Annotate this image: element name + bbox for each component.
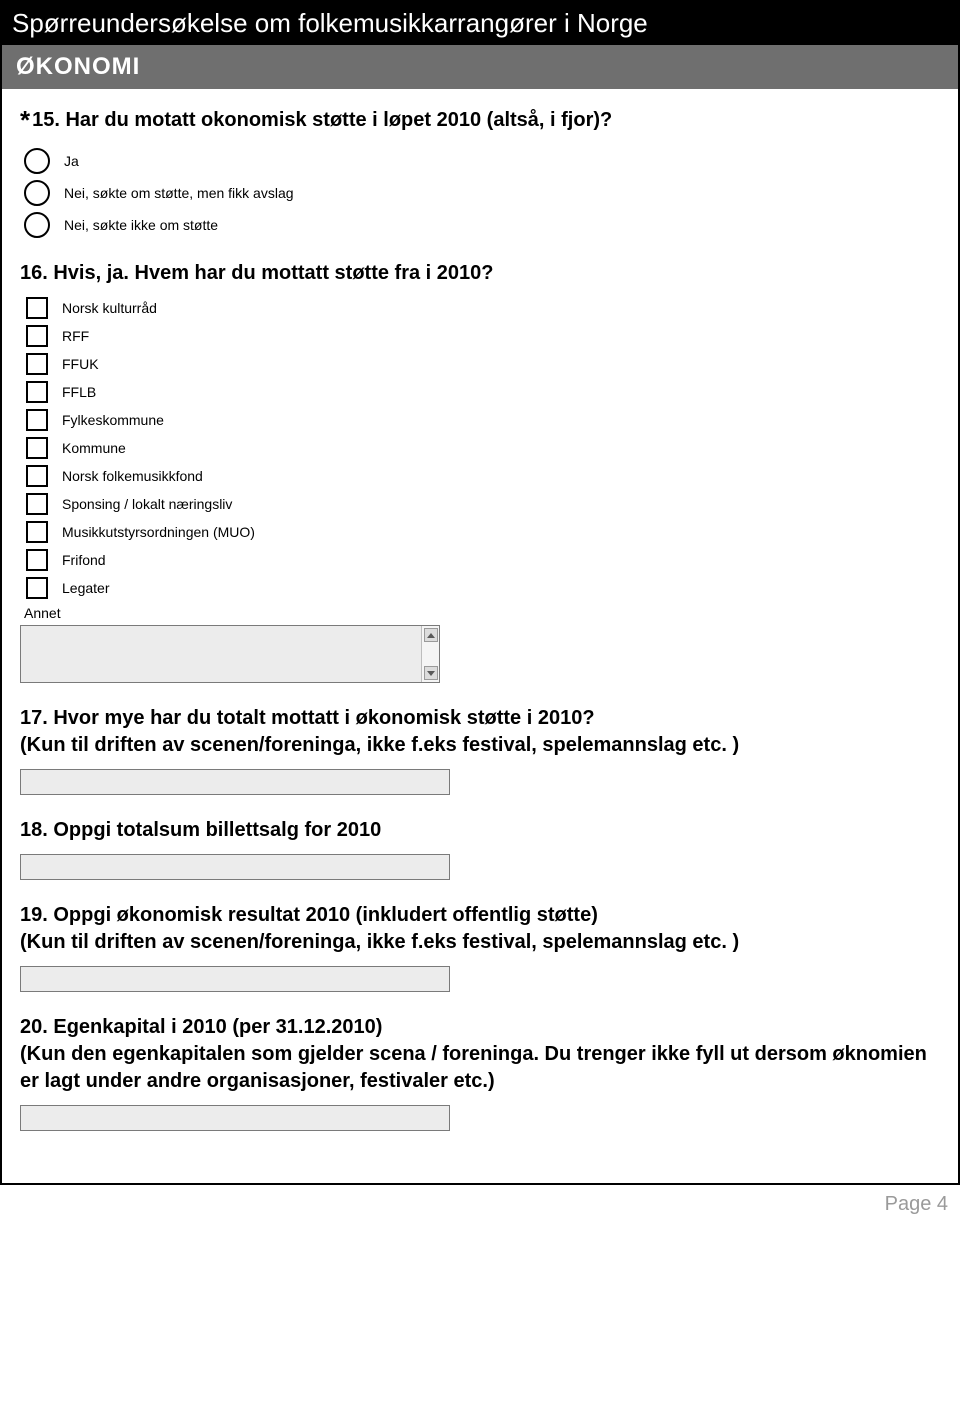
checkbox-label: RFF <box>62 328 89 344</box>
checkbox-label: FFUK <box>62 356 99 372</box>
question-17-line1: 17. Hvor mye har du totalt mottatt i øko… <box>20 707 595 729</box>
checkbox-option[interactable]: RFF <box>26 325 940 347</box>
checkbox-option[interactable]: Norsk kulturråd <box>26 297 940 319</box>
checkbox-label: Kommune <box>62 440 126 456</box>
textarea-body[interactable] <box>21 626 421 682</box>
checkbox-label: Fylkeskommune <box>62 412 164 428</box>
question-19: 19. Oppgi økonomisk resultat 2010 (inklu… <box>20 902 940 992</box>
page-number: Page 4 <box>0 1185 960 1216</box>
survey-page: Spørreundersøkelse om folkemusikkarrangø… <box>0 0 960 1185</box>
question-17-title: 17. Hvor mye har du totalt mottatt i øko… <box>20 705 940 759</box>
scroll-up-button[interactable] <box>424 628 438 642</box>
scroll-down-button[interactable] <box>424 666 438 680</box>
chevron-down-icon <box>427 671 435 676</box>
checkbox-option[interactable]: FFUK <box>26 353 940 375</box>
checkbox-icon <box>26 297 48 319</box>
checkbox-icon <box>26 353 48 375</box>
question-19-line2: (Kun til driften av scenen/foreninga, ik… <box>20 931 739 953</box>
radio-icon <box>24 212 50 238</box>
checkbox-option[interactable]: Legater <box>26 577 940 599</box>
question-20: 20. Egenkapital i 2010 (per 31.12.2010) … <box>20 1014 940 1131</box>
checkbox-option[interactable]: Sponsing / lokalt næringsliv <box>26 493 940 515</box>
radio-icon <box>24 180 50 206</box>
survey-title: Spørreundersøkelse om folkemusikkarrangø… <box>2 2 958 45</box>
checkbox-label: Sponsing / lokalt næringsliv <box>62 496 232 512</box>
question-17-line2: (Kun til driften av scenen/foreninga, ik… <box>20 734 739 756</box>
question-20-line1: 20. Egenkapital i 2010 (per 31.12.2010) <box>20 1016 382 1038</box>
radio-option[interactable]: Nei, søkte om støtte, men fikk avslag <box>24 180 940 206</box>
question-19-title: 19. Oppgi økonomisk resultat 2010 (inklu… <box>20 902 940 956</box>
checkbox-option[interactable]: FFLB <box>26 381 940 403</box>
checkbox-label: Legater <box>62 580 109 596</box>
form-body: *15. Har du motatt okonomisk støtte i lø… <box>2 89 958 1183</box>
checkbox-option[interactable]: Kommune <box>26 437 940 459</box>
radio-option[interactable]: Nei, søkte ikke om støtte <box>24 212 940 238</box>
checkbox-label: Musikkutstyrsordningen (MUO) <box>62 524 255 540</box>
checkbox-icon <box>26 409 48 431</box>
question-15-title: *15. Har du motatt okonomisk støtte i lø… <box>20 103 940 138</box>
checkbox-label: Frifond <box>62 552 106 568</box>
checkbox-option[interactable]: Musikkutstyrsordningen (MUO) <box>26 521 940 543</box>
question-16: 16. Hvis, ja. Hvem har du mottatt støtte… <box>20 260 940 683</box>
radio-label: Nei, søkte om støtte, men fikk avslag <box>64 185 294 201</box>
checkbox-option[interactable]: Frifond <box>26 549 940 571</box>
required-star-icon: * <box>20 105 30 135</box>
checkbox-label: Norsk folkemusikkfond <box>62 468 203 484</box>
checkbox-option[interactable]: Fylkeskommune <box>26 409 940 431</box>
q17-input[interactable] <box>20 769 450 795</box>
checkbox-icon <box>26 381 48 403</box>
q19-input[interactable] <box>20 966 450 992</box>
question-15-text: 15. Har du motatt okonomisk støtte i løp… <box>32 109 612 131</box>
checkbox-label: FFLB <box>62 384 96 400</box>
checkbox-icon <box>26 465 48 487</box>
radio-label: Ja <box>64 153 79 169</box>
question-19-line1: 19. Oppgi økonomisk resultat 2010 (inklu… <box>20 904 598 926</box>
radio-label: Nei, søkte ikke om støtte <box>64 217 218 233</box>
checkbox-icon <box>26 325 48 347</box>
scrollbar[interactable] <box>421 626 439 682</box>
other-label: Annet <box>24 605 940 621</box>
other-textarea[interactable] <box>20 625 440 683</box>
checkbox-label: Norsk kulturråd <box>62 300 157 316</box>
chevron-up-icon <box>427 633 435 638</box>
question-20-title: 20. Egenkapital i 2010 (per 31.12.2010) … <box>20 1014 940 1095</box>
checkbox-icon <box>26 549 48 571</box>
section-title: ØKONOMI <box>2 45 958 89</box>
question-17: 17. Hvor mye har du totalt mottatt i øko… <box>20 705 940 795</box>
question-18-title: 18. Oppgi totalsum billettsalg for 2010 <box>20 817 940 844</box>
q18-input[interactable] <box>20 854 450 880</box>
radio-option[interactable]: Ja <box>24 148 940 174</box>
checkbox-icon <box>26 577 48 599</box>
question-18: 18. Oppgi totalsum billettsalg for 2010 <box>20 817 940 880</box>
checkbox-icon <box>26 493 48 515</box>
checkbox-option[interactable]: Norsk folkemusikkfond <box>26 465 940 487</box>
checkbox-icon <box>26 437 48 459</box>
question-20-line2: (Kun den egenkapitalen som gjelder scena… <box>20 1043 927 1092</box>
q20-input[interactable] <box>20 1105 450 1131</box>
question-15: *15. Har du motatt okonomisk støtte i lø… <box>20 103 940 238</box>
question-16-title: 16. Hvis, ja. Hvem har du mottatt støtte… <box>20 260 940 287</box>
checkbox-icon <box>26 521 48 543</box>
radio-icon <box>24 148 50 174</box>
